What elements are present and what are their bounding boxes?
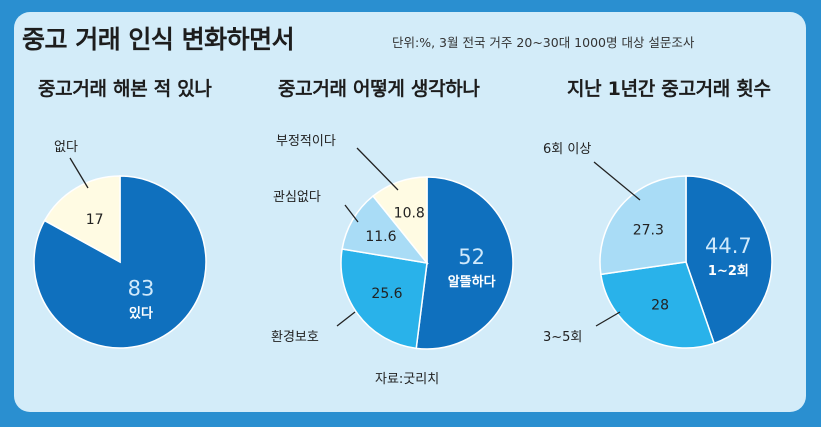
page-title: 중고 거래 인식 변화하면서: [22, 25, 295, 54]
pie-slice: [43, 175, 121, 264]
label-six-plus: 6회 이상: [543, 142, 592, 157]
pie-chart-perception: 52 알뜰하다 25.6 11.6 10.8: [340, 176, 514, 350]
pie-slice: [685, 175, 773, 345]
label-indifferent: 관심없다: [273, 190, 321, 205]
slice-value-label: 27.3: [633, 222, 664, 238]
pie-slice: [371, 176, 428, 266]
slice-value-label: 28: [651, 298, 669, 314]
label-negative: 부정적이다: [276, 134, 336, 149]
label-three-five: 3~5회: [543, 330, 583, 345]
pie-chart-frequency: 44.7 1~2회 28 27.3: [599, 175, 773, 349]
slice-value-label: 52: [458, 245, 485, 269]
pie-slice: [341, 194, 429, 265]
slice-value-label: 83: [128, 277, 155, 301]
pie-slice: [600, 261, 716, 349]
chart-2-title: 중고거래 어떻게 생각하나: [278, 78, 480, 100]
slice-value-label: 10.8: [394, 206, 425, 222]
slice-category-label: 1~2회: [708, 263, 749, 279]
survey-note: 단위:%, 3월 전국 거주 20~30대 1000명 대상 설문조사: [392, 35, 695, 50]
slice-value-label: 44.7: [705, 234, 752, 258]
label-none: 없다: [54, 140, 78, 155]
pie-slice: [599, 175, 687, 276]
slice-value-label: 25.6: [371, 286, 402, 302]
pie-chart-experience: 83 있다 17: [33, 175, 207, 349]
slice-category-label: 있다: [129, 306, 153, 322]
slice-value-label: 11.6: [365, 229, 396, 245]
leader-line-three-five: [595, 311, 621, 327]
leader-line-indifferent: [344, 204, 359, 223]
leader-line-six-plus: [593, 161, 641, 201]
label-environment: 환경보호: [271, 330, 319, 345]
leader-line-none: [69, 157, 89, 189]
source-note: 자료:굿리치: [375, 372, 440, 387]
pie-slice: [415, 176, 514, 350]
leader-line-negative: [356, 147, 399, 191]
slice-value-label: 17: [86, 212, 104, 228]
chart-3-title: 지난 1년간 중고거래 횟수: [567, 78, 771, 100]
pie-slice: [340, 248, 428, 350]
leader-line-environment: [336, 311, 356, 327]
slice-category-label: 알뜰하다: [448, 274, 496, 290]
chart-1-title: 중고거래 해본 적 있나: [38, 78, 212, 100]
